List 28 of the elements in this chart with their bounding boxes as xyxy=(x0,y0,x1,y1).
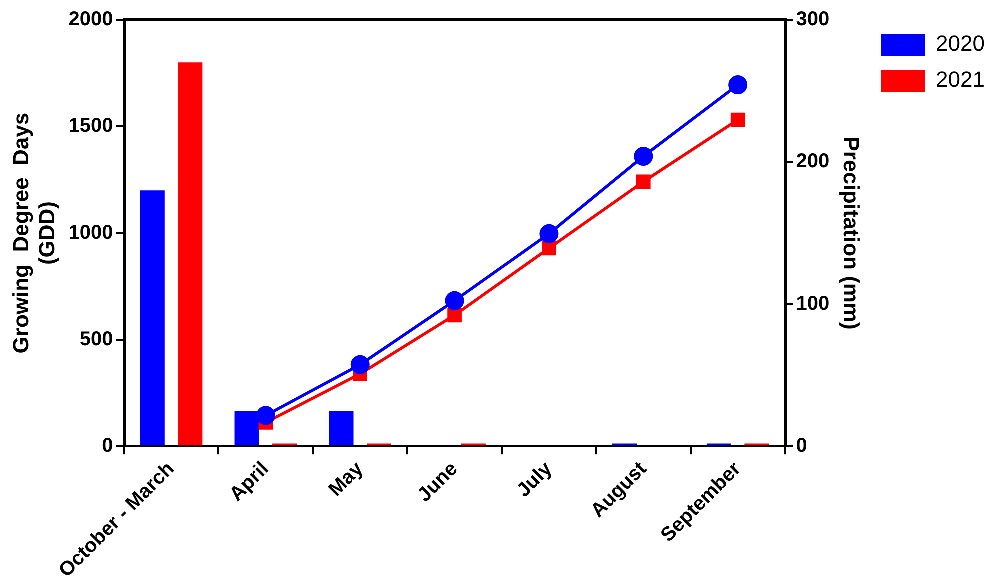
bar xyxy=(178,62,203,446)
x-tick-label: July xyxy=(512,457,558,502)
y-tick-label: 1000 xyxy=(68,222,114,244)
y2-axis-title: Precipitation (mm) xyxy=(838,136,864,330)
legend-label: 2021 xyxy=(936,67,986,92)
x-tick-label: May xyxy=(324,457,368,502)
y2-tick-label: 200 xyxy=(796,150,830,173)
legend-label: 2020 xyxy=(936,31,986,56)
point xyxy=(636,174,651,190)
point xyxy=(730,112,746,128)
point xyxy=(540,224,559,244)
point xyxy=(350,355,370,374)
point xyxy=(256,406,276,426)
y-tick-label: 500 xyxy=(80,328,114,350)
y2-tick-label: 100 xyxy=(796,292,830,315)
bar xyxy=(329,411,354,446)
bar xyxy=(140,190,165,446)
point xyxy=(448,308,462,323)
point xyxy=(634,147,654,166)
point xyxy=(728,76,748,95)
y-tick-label: 1500 xyxy=(68,115,114,138)
y-axis-title: Growing Degree Days (GDD) xyxy=(8,112,60,354)
point xyxy=(542,241,556,256)
y-tick-label: 0 xyxy=(102,435,114,458)
y2-tick-label: 0 xyxy=(796,435,808,458)
point xyxy=(445,291,464,310)
y-tick-label: 2000 xyxy=(68,8,114,31)
y2-tick-label: 300 xyxy=(796,8,830,31)
